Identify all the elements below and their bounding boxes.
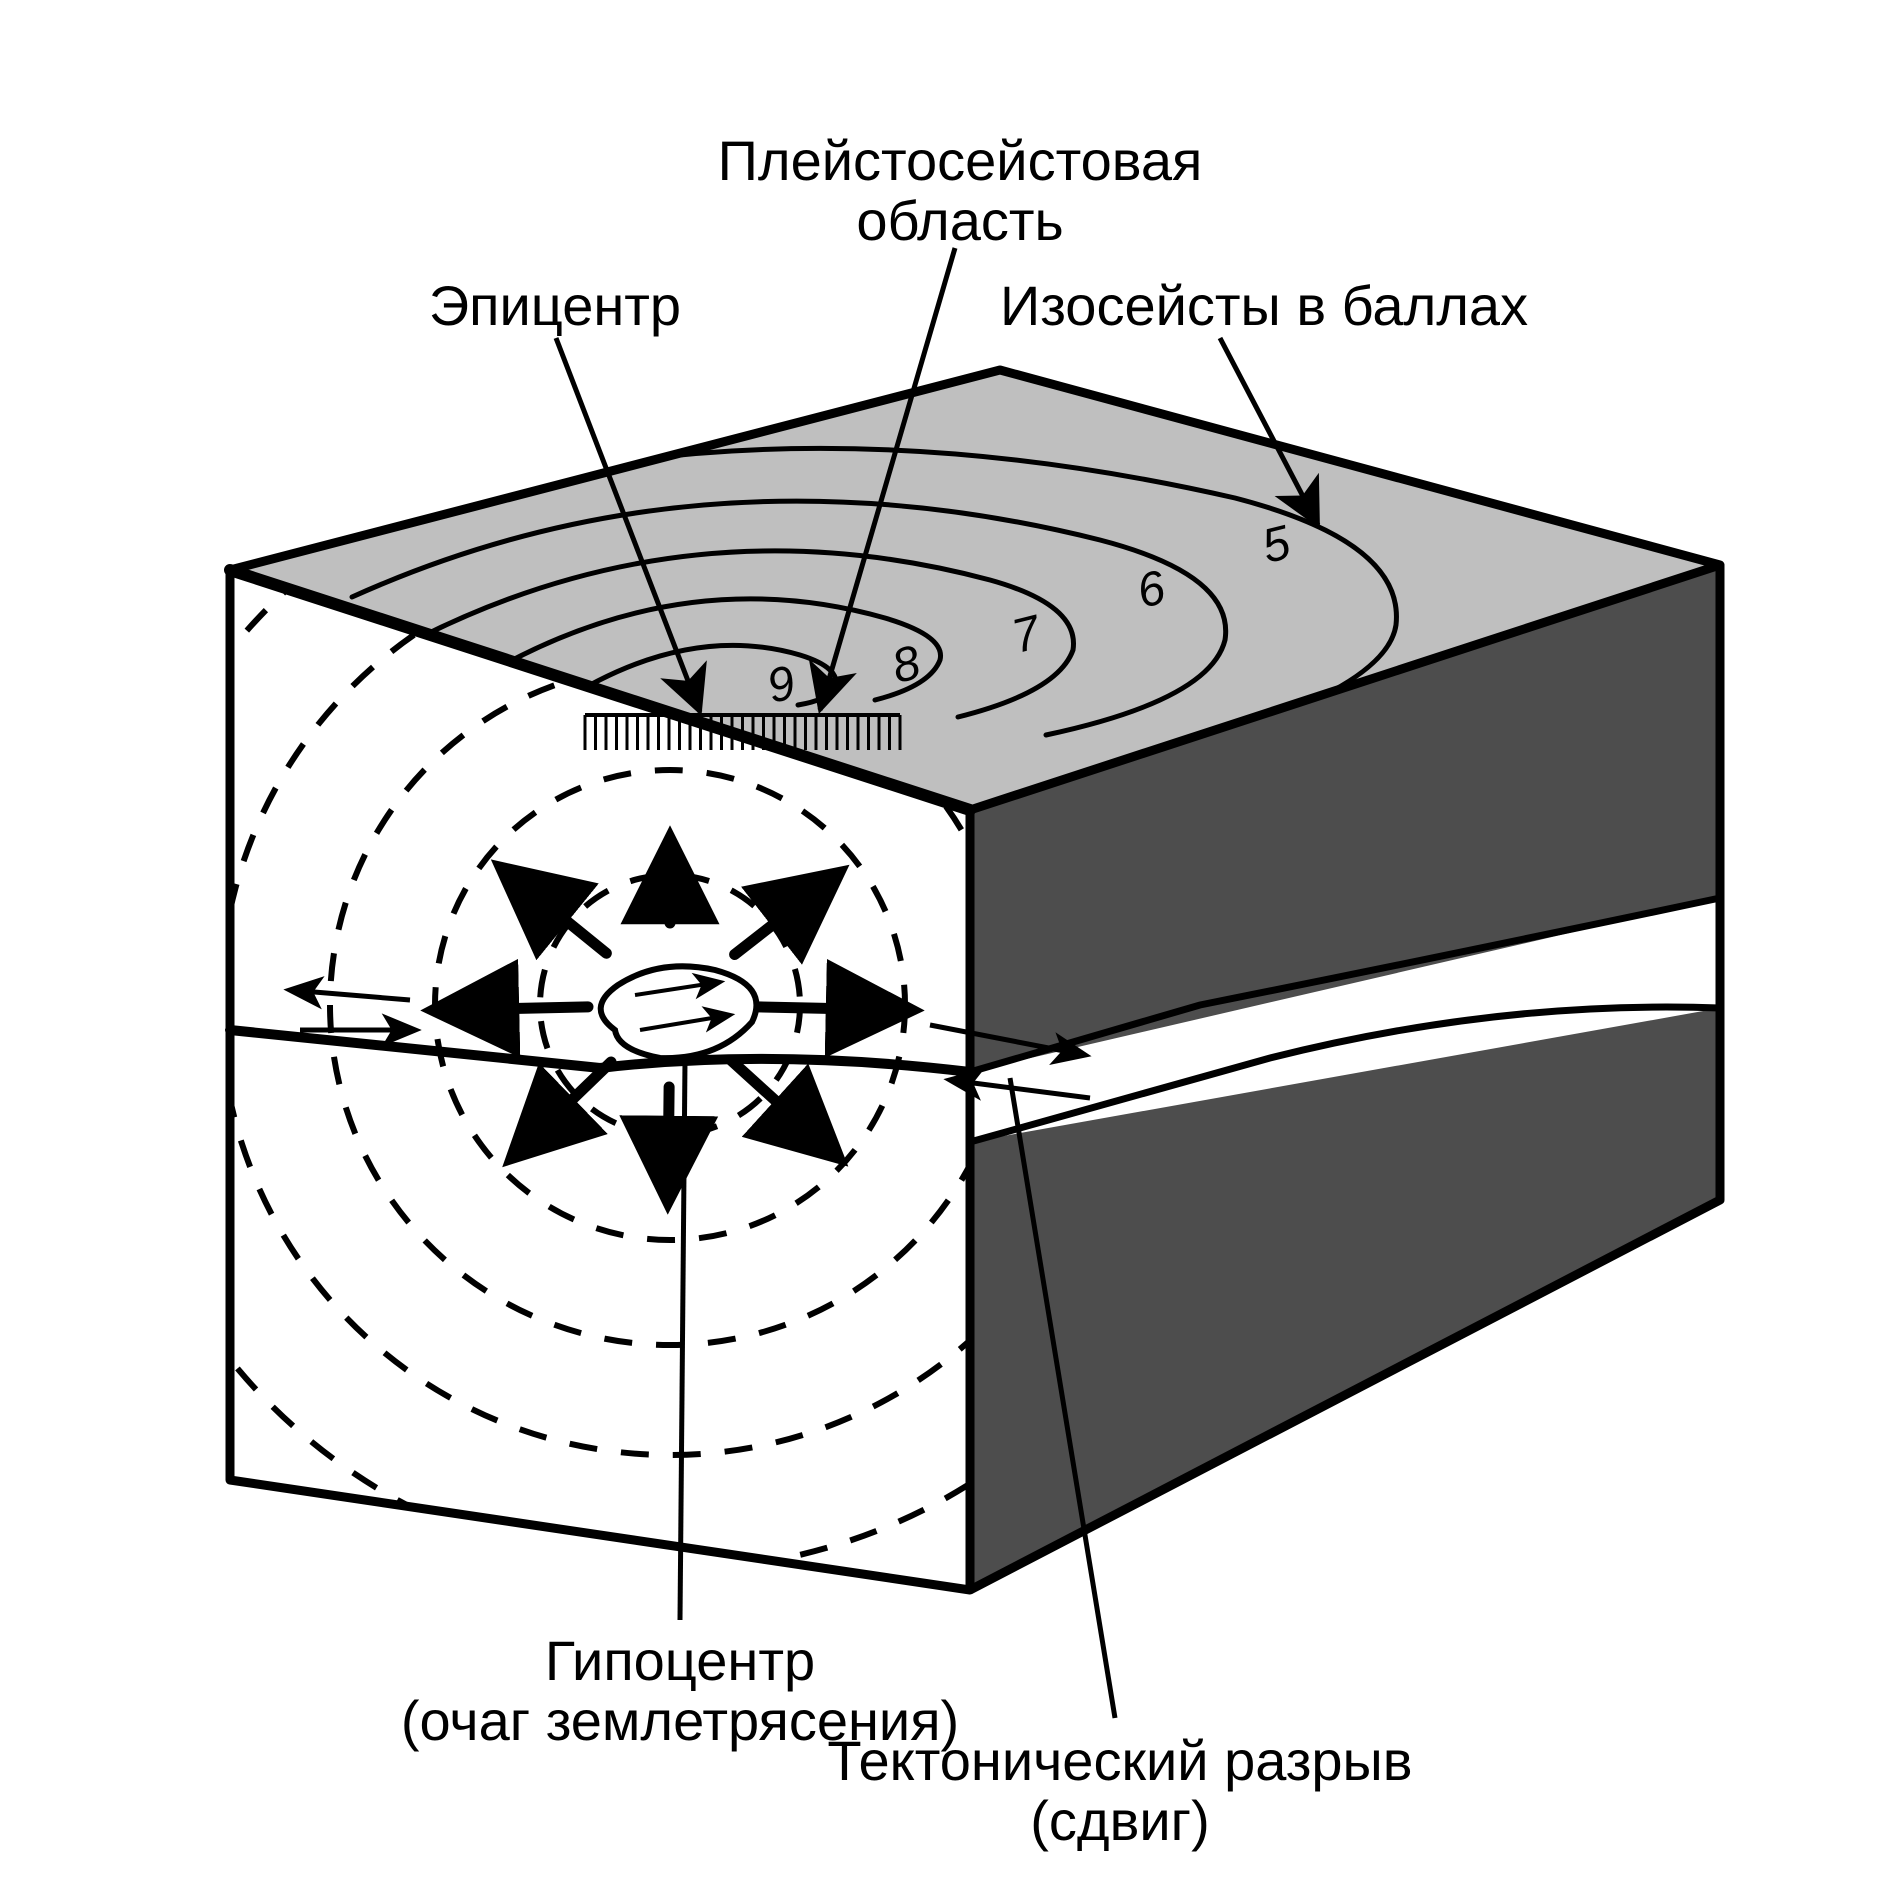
label-tectonic-line1: Тектонический разрыв <box>827 1729 1412 1792</box>
label-isoseists: Изосейсты в баллах <box>1000 274 1528 337</box>
earthquake-diagram: 56789 Плейстосейстовая область Эпицентр … <box>0 0 1890 1890</box>
label-hypocenter-line1: Гипоцентр <box>545 1629 815 1692</box>
block-3d <box>230 370 1720 1590</box>
label-pleistoseist-line1: Плейстосейстовая <box>718 129 1203 192</box>
label-tectonic-line2: (сдвиг) <box>1030 1789 1209 1852</box>
label-pleistoseist-line2: область <box>856 189 1063 252</box>
label-epicenter: Эпицентр <box>429 274 681 337</box>
